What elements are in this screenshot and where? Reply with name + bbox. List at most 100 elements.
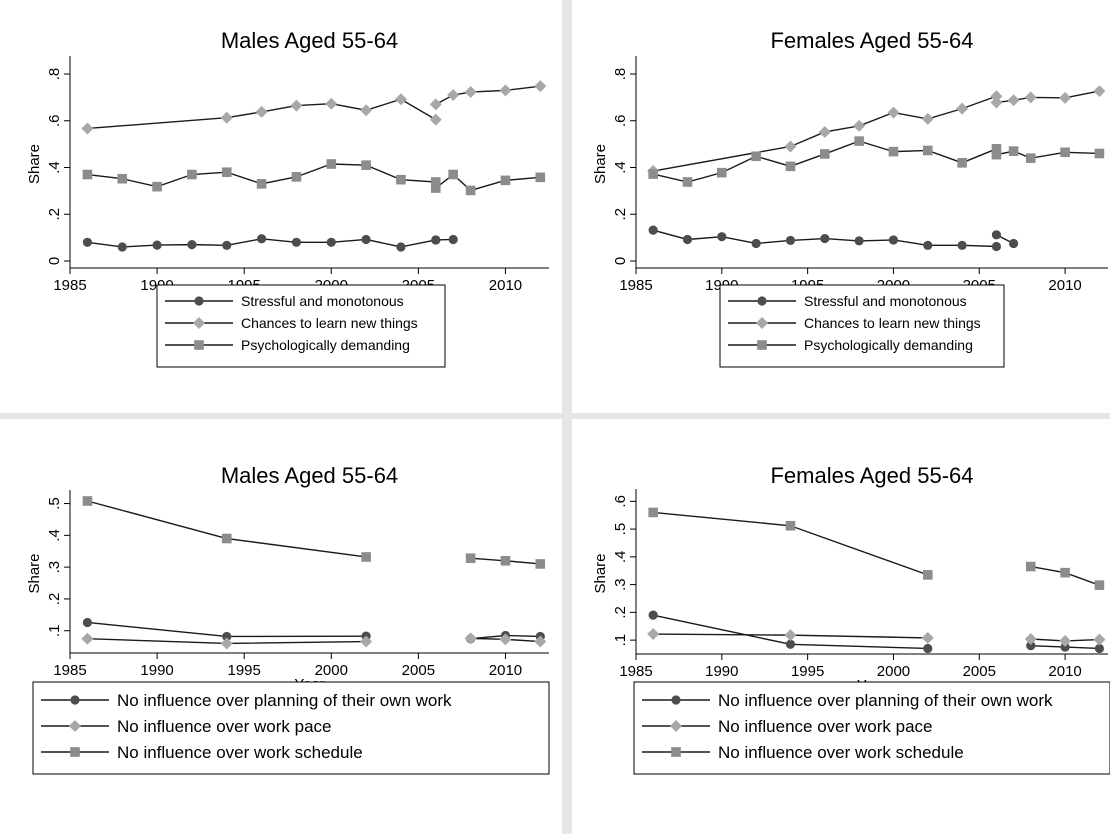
legend-entry: Chances to learn new things: [241, 315, 418, 331]
data-point: [956, 102, 969, 115]
series-line: [653, 95, 997, 172]
x-tick-label: 1985: [53, 277, 86, 294]
horizontal-divider: [0, 413, 1110, 419]
legend-entry: No influence over work schedule: [718, 743, 964, 762]
data-point: [921, 631, 934, 644]
data-point: [1094, 643, 1105, 654]
data-point: [854, 136, 864, 146]
data-point: [853, 119, 866, 132]
data-point: [535, 559, 546, 569]
legend-marker-circle-icon: [671, 695, 681, 705]
legend-entry: Chances to learn new things: [804, 315, 981, 331]
y-tick-label: .4: [46, 529, 63, 542]
chart-panel-females-influence: Females Aged 55-64 1985 1990 1995 2000 2005 20…: [573, 420, 1110, 834]
y-tick-label: 0: [46, 257, 63, 265]
y-tick-label: .4: [612, 551, 629, 564]
y-tick-label: .6: [46, 115, 63, 128]
data-point: [990, 96, 1003, 109]
legend-box: [156, 284, 446, 368]
data-point: [361, 234, 371, 245]
data-point: [991, 149, 1002, 160]
legend-marker-square-icon: [671, 747, 681, 757]
series-square: [648, 507, 1105, 590]
legend-marker-circle-icon: [757, 296, 767, 306]
data-point: [785, 639, 796, 649]
x-tick-label: 1995: [227, 662, 260, 679]
series-square: [648, 136, 1105, 187]
data-point: [187, 240, 197, 250]
data-point: [888, 146, 899, 157]
data-point: [465, 553, 476, 564]
x-tick-label: 2010: [489, 277, 522, 294]
y-tick-label: .6: [612, 495, 629, 508]
series-diamond: [81, 80, 547, 135]
legend-box: [32, 681, 550, 775]
data-point: [257, 234, 267, 244]
data-point: [682, 177, 693, 187]
data-point: [784, 140, 797, 153]
data-point: [1060, 147, 1070, 158]
data-point: [255, 105, 268, 118]
y-tick-label: .6: [612, 115, 629, 128]
data-point: [326, 159, 337, 169]
data-point: [990, 90, 1003, 103]
series-diamond: [81, 632, 547, 650]
series-line: [87, 500, 367, 558]
legend-entry: Psychologically demanding: [804, 337, 973, 353]
data-point: [922, 145, 933, 156]
chart-title: Males Aged 55-64: [221, 28, 398, 53]
y-tick-label: .5: [612, 523, 629, 536]
data-point: [222, 240, 232, 250]
series-diamond: [647, 85, 1106, 178]
data-point: [82, 169, 93, 180]
data-point: [360, 635, 373, 648]
data-point: [499, 633, 512, 646]
data-point: [1094, 580, 1105, 590]
legend-entry: Stressful and monotonous: [241, 293, 404, 309]
data-point: [152, 240, 162, 250]
legend-marker-diamond-icon: [69, 720, 81, 732]
y-tick-label: .8: [612, 68, 629, 81]
y-axis-label: Share: [592, 144, 609, 184]
chart-svg: Males Aged 55-64198519901995200020052010…: [26, 28, 549, 368]
data-point: [1025, 153, 1036, 163]
data-point: [152, 181, 162, 192]
data-point: [1059, 91, 1072, 104]
data-point: [396, 174, 406, 185]
data-point: [430, 177, 441, 187]
data-point: [887, 106, 900, 119]
series-circle: [648, 225, 1019, 252]
data-point: [499, 84, 512, 97]
data-point: [394, 93, 407, 106]
chart-panel-males-task-content: Males Aged 55-64198519901995200020052010…: [0, 0, 560, 412]
data-point: [256, 179, 267, 189]
legend-marker-diamond-icon: [193, 317, 205, 329]
data-point: [464, 632, 477, 645]
data-point: [1094, 148, 1105, 159]
y-axis-label: Share: [26, 144, 43, 184]
x-tick-label: 1985: [619, 663, 652, 680]
data-point: [220, 111, 233, 124]
data-point: [785, 520, 796, 531]
data-point: [82, 617, 93, 628]
legend-entry: No influence over work pace: [718, 717, 933, 736]
y-axis-label: Share: [26, 553, 43, 593]
x-tick-label: 1990: [140, 662, 173, 679]
data-point: [648, 169, 658, 179]
series-circle: [82, 617, 545, 644]
x-tick-label: 2010: [489, 662, 522, 679]
data-point: [361, 552, 371, 562]
data-point: [820, 149, 830, 159]
legend-entry: Psychologically demanding: [241, 337, 410, 353]
legend-marker-circle-icon: [194, 296, 204, 306]
data-point: [291, 237, 302, 247]
y-tick-label: .2: [612, 208, 629, 221]
legend-entry: Stressful and monotonous: [804, 293, 967, 309]
series-diamond: [647, 628, 1106, 647]
data-point: [751, 151, 761, 162]
chart-title: Females Aged 55-64: [770, 28, 973, 53]
series-line: [87, 98, 437, 130]
x-tick-label: 2000: [315, 662, 348, 679]
data-point: [221, 533, 232, 544]
